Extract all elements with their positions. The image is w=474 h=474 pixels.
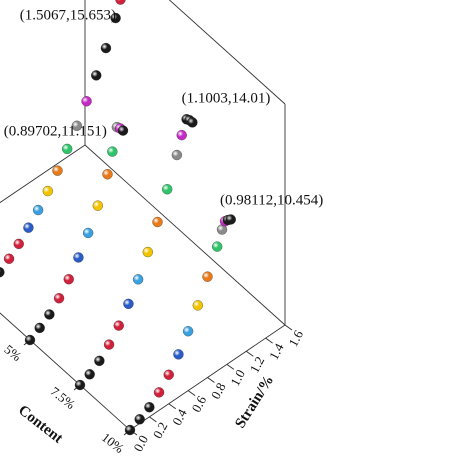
annotation: (0.98112,10.454) xyxy=(220,193,323,209)
data-point xyxy=(73,252,84,263)
data-point xyxy=(53,293,65,304)
x-tick xyxy=(187,390,196,397)
data-point xyxy=(103,339,115,350)
box-edge xyxy=(168,0,286,105)
x-tick xyxy=(207,377,215,383)
data-point xyxy=(74,379,86,391)
data-point xyxy=(163,369,174,380)
x-tick xyxy=(168,403,177,410)
data-point xyxy=(110,12,121,24)
data-point xyxy=(124,424,136,436)
box-edge xyxy=(84,144,286,326)
data-point xyxy=(192,300,203,311)
x-tick-label: 1.6 xyxy=(285,327,306,349)
data-point xyxy=(117,125,129,136)
data-point xyxy=(44,309,55,320)
data-point xyxy=(63,274,74,285)
data-point xyxy=(123,298,134,309)
data-point xyxy=(176,129,187,141)
annotation: (0.89702,11.151) xyxy=(4,124,107,140)
data-point xyxy=(32,204,44,216)
x-tick-label: 0.6 xyxy=(188,393,209,415)
axes-box xyxy=(0,0,286,431)
data-point xyxy=(152,216,163,228)
data-point xyxy=(202,271,213,282)
data-point xyxy=(142,246,153,258)
data-point xyxy=(13,238,24,250)
data-point xyxy=(153,387,165,398)
data-point xyxy=(144,402,155,413)
data-point xyxy=(134,414,145,425)
x-tick-label: 1.4 xyxy=(266,340,287,362)
data-point xyxy=(212,241,223,252)
data-point xyxy=(187,117,198,128)
data-point xyxy=(115,0,126,5)
x-tick xyxy=(284,324,293,331)
x-tick-label: 0.0 xyxy=(130,433,151,454)
data-point xyxy=(3,253,15,264)
labels: Strain/%Content(1.5067,15.653)(0.89702,1… xyxy=(4,7,324,446)
data-point xyxy=(182,326,194,337)
data-point xyxy=(173,349,184,360)
x-tick xyxy=(149,416,157,423)
data-point xyxy=(113,320,124,331)
x-tick-label: 1.0 xyxy=(227,367,248,388)
data-point xyxy=(132,274,144,285)
depth-tick-label: 5% xyxy=(1,342,24,365)
data-point xyxy=(71,120,83,131)
x-tick-label: 0.8 xyxy=(208,380,229,401)
data-point xyxy=(171,149,183,161)
depth-axis-title: Content xyxy=(15,402,66,446)
data-point xyxy=(94,355,105,366)
depth-tick-label: 10% xyxy=(99,430,127,457)
box-edge xyxy=(0,144,86,204)
x-tick xyxy=(226,363,235,370)
data-point xyxy=(52,165,63,176)
annotation: (1.5067,15.653) xyxy=(20,7,116,23)
data-point xyxy=(34,322,45,334)
x-tick-label: 0.4 xyxy=(169,406,190,428)
data-point xyxy=(107,146,118,157)
depth-tick-label: 7.5% xyxy=(48,384,79,413)
data-point xyxy=(100,42,112,54)
data-point xyxy=(102,169,113,180)
data-point xyxy=(42,185,53,197)
x-tick xyxy=(245,350,254,357)
data-point xyxy=(91,70,102,81)
data-point xyxy=(0,267,5,278)
data-point xyxy=(81,96,92,107)
data-point xyxy=(225,214,236,225)
x-tick-label: 1.2 xyxy=(246,354,267,375)
x-tick-label: 0.2 xyxy=(150,419,171,440)
data-point xyxy=(92,200,103,211)
points xyxy=(0,0,236,436)
data-point xyxy=(24,334,36,346)
data-point xyxy=(82,227,94,239)
data-point xyxy=(84,369,95,380)
annotation: (1.1003,14.01) xyxy=(182,91,271,107)
x-tick xyxy=(265,337,273,344)
data-point xyxy=(162,184,173,195)
data-point xyxy=(62,143,73,155)
data-point xyxy=(23,222,34,233)
